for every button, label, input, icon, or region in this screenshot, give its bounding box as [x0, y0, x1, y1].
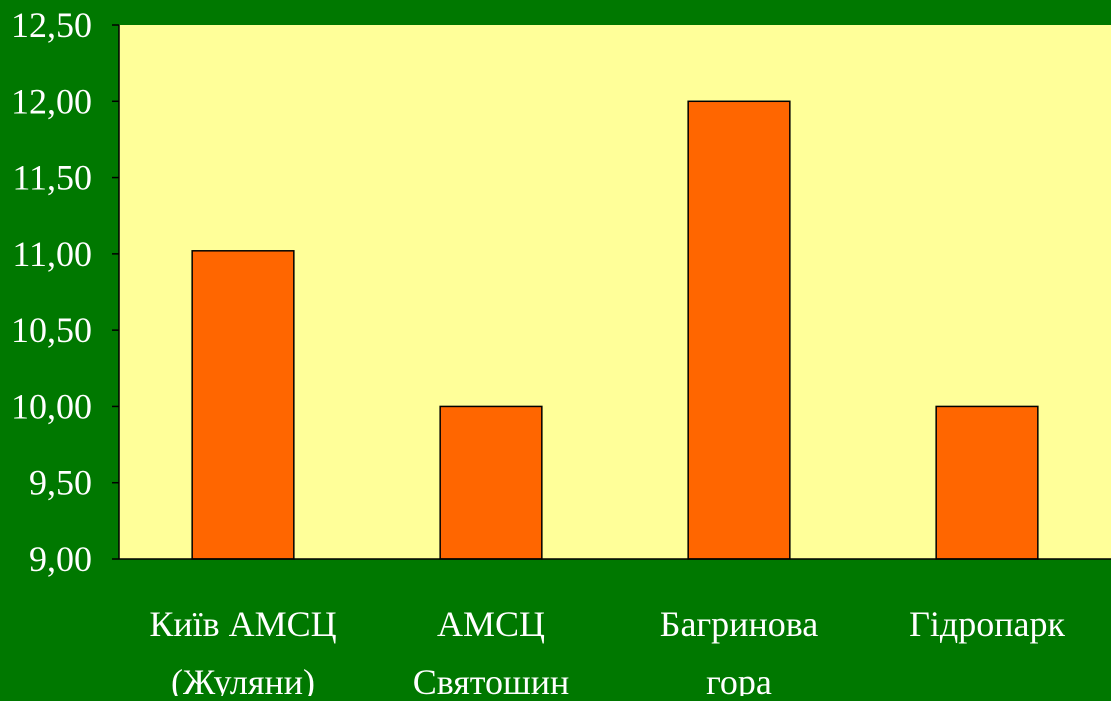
y-tick-label: 12,00	[11, 81, 92, 121]
x-tick-labels: Київ АМСЦ (Жуляни) АМСЦ Святошин Багринова го…	[149, 604, 1065, 701]
y-tick-label: 12,50	[11, 5, 92, 45]
y-tick-label: 9,00	[29, 539, 92, 579]
bar	[439, 405, 543, 560]
x-tick-label: Гідропарк	[909, 604, 1065, 644]
bar	[935, 405, 1039, 560]
x-tick-label: Багринова	[660, 604, 818, 644]
x-tick-label: (Жуляни)	[171, 662, 315, 696]
y-tick-label: 10,00	[11, 386, 92, 426]
y-tick-label: 9,50	[29, 463, 92, 503]
x-tick-label: Святошин	[413, 662, 570, 696]
y-tick-label: 10,50	[11, 310, 92, 350]
x-tick-label: гора	[706, 662, 772, 696]
bar	[191, 250, 295, 560]
y-tick-labels: 9,00 9,50 10,00 10,50 11,00 11,50 12,00 12,50	[11, 5, 92, 579]
bars-layer	[191, 100, 1039, 560]
y-tick-label: 11,50	[12, 158, 92, 198]
x-tick-label: АМСЦ	[437, 604, 545, 644]
y-tick-label: 11,00	[12, 234, 92, 274]
axis-layer	[112, 24, 1111, 560]
x-tick-label: Київ АМСЦ	[149, 604, 336, 644]
bar	[687, 100, 791, 560]
